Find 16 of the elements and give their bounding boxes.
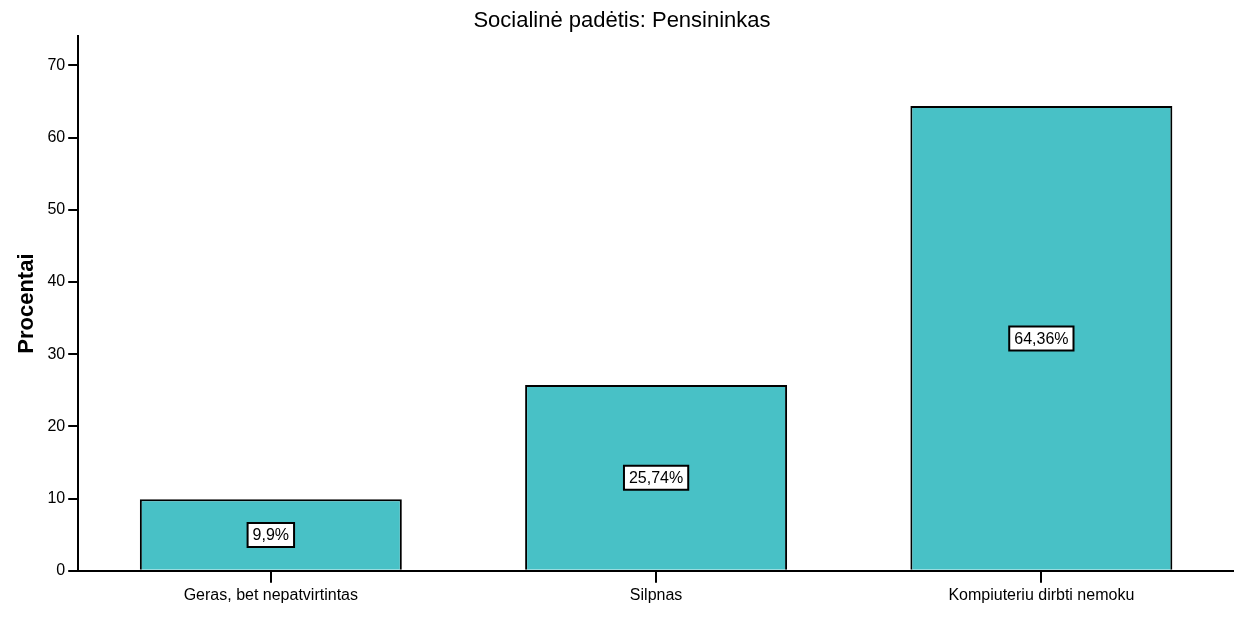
y-tick-label: 0 (56, 561, 66, 579)
y-tick-label: 40 (47, 272, 66, 290)
y-tick-label: 70 (47, 55, 66, 73)
y-axis-title: Procentai (13, 253, 39, 354)
y-tick-label: 20 (47, 416, 66, 434)
y-tick-label: 60 (47, 127, 66, 145)
y-tick-label: 10 (47, 488, 66, 506)
data-label: 25,74% (628, 469, 684, 487)
data-label: 64,36% (1014, 329, 1069, 347)
x-tick-label: Geras, bet nepatvirtintas (183, 585, 358, 603)
x-tick-label: Silpnas (629, 585, 683, 603)
x-tick-label: Kompiuteriu dirbti nemoku (948, 585, 1135, 603)
chart-title: Socialinė padėtis: Pensininkas (473, 7, 771, 33)
y-tick-label: 30 (47, 344, 66, 362)
data-label: 9,9% (252, 526, 290, 544)
y-tick-label: 50 (47, 200, 66, 218)
